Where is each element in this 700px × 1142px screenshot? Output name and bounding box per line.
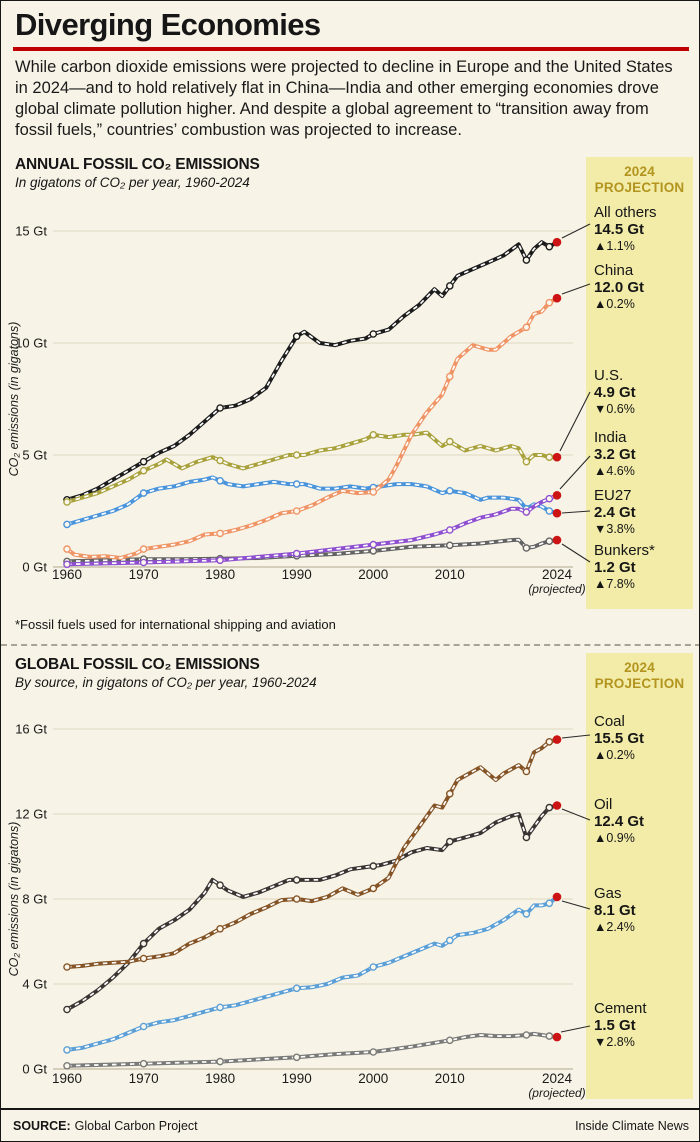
- title-underline: [13, 47, 689, 51]
- svg-text:10 Gt: 10 Gt: [15, 336, 47, 351]
- series-line-oil: [63, 803, 558, 1014]
- series-line-all-others: [63, 240, 559, 504]
- label-pointer: [561, 543, 591, 563]
- label-pointer: [559, 455, 591, 490]
- footer: SOURCE: Global Carbon Project Inside Clim…: [1, 1108, 699, 1141]
- series-line-cement: [63, 1031, 558, 1070]
- annual-emissions-chart: 0 Gt 5 Gt 10 Gt 15 Gt 1960 1970 1980 1990 2000 20…: [7, 223, 591, 596]
- projection-dot: [552, 801, 562, 810]
- series-line-india: [63, 493, 558, 569]
- source-emissions-chart: 0 Gt 4 Gt 8 Gt 12 Gt 16 Gt 1960 1970 1980 1990 20…: [7, 722, 591, 1100]
- projection-dot: [552, 491, 562, 500]
- projection-dot: [552, 293, 562, 303]
- svg-text:2024: 2024: [542, 1071, 573, 1086]
- gridlines: 0 Gt 5 Gt 10 Gt 15 Gt: [15, 224, 573, 575]
- svg-text:5 Gt: 5 Gt: [22, 448, 47, 463]
- label-pointer: [561, 510, 591, 514]
- svg-text:1960: 1960: [52, 567, 82, 582]
- svg-text:1970: 1970: [129, 567, 159, 582]
- projection-dot: [552, 452, 562, 462]
- svg-text:2010: 2010: [435, 567, 465, 582]
- series-label-china: China 12.0 Gt ▲0.2%: [594, 262, 645, 312]
- svg-text:(projected): (projected): [528, 1086, 585, 1100]
- series-label-gas: Gas 8.1 Gt ▲2.4%: [594, 885, 636, 935]
- bunkers-footnote: *Fossil fuels used for international shi…: [15, 617, 336, 632]
- projection-header-1: 2024 PROJECTION: [594, 164, 685, 195]
- series-label-bunkers: Bunkers* 1.2 Gt ▲7.8%: [594, 542, 655, 592]
- label-pointer: [561, 283, 591, 295]
- publisher-credit: Inside Climate News: [575, 1119, 689, 1133]
- chart1-title: ANNUAL FOSSIL CO₂ EMISSIONS: [15, 156, 260, 173]
- chart1-subtitle: In gigatons of CO₂ per year, 1960-2024: [15, 175, 250, 190]
- y-axis-title: CO₂ emissions (in gigatons): [7, 822, 21, 977]
- label-pointer: [560, 1025, 591, 1033]
- series-label-coal: Coal 15.5 Gt ▲0.2%: [594, 713, 645, 763]
- series-line-gas: [63, 895, 559, 1054]
- svg-text:1990: 1990: [282, 567, 312, 582]
- series-label-india: India 3.2 Gt ▲4.6%: [594, 429, 636, 479]
- chart2-subtitle: By source, in gigatons of CO₂ per year, …: [15, 675, 317, 690]
- series-line-eu27: [63, 475, 558, 529]
- svg-text:0 Gt: 0 Gt: [22, 560, 47, 575]
- x-axis-labels: 1960 1970 1980 1990 2000 2010 2024(projected): [52, 1071, 586, 1100]
- projection-dot: [552, 735, 562, 744]
- series-label-eu27: EU27 2.4 Gt ▼3.8%: [594, 487, 636, 537]
- svg-text:15 Gt: 15 Gt: [15, 224, 47, 239]
- svg-text:16 Gt: 16 Gt: [15, 722, 47, 737]
- label-pointer: [561, 900, 591, 910]
- svg-text:2000: 2000: [358, 1071, 388, 1086]
- page-title: Diverging Economies: [15, 7, 321, 42]
- svg-text:(projected): (projected): [528, 582, 585, 596]
- projection-header-2: 2024 PROJECTION: [594, 660, 685, 691]
- series-line-coal: [63, 737, 558, 971]
- svg-text:1970: 1970: [129, 1071, 159, 1086]
- label-pointer: [561, 808, 591, 821]
- label-pointer: [561, 734, 591, 739]
- source-credit: SOURCE: Global Carbon Project: [13, 1119, 198, 1133]
- projection-dot: [552, 535, 562, 545]
- svg-text:2000: 2000: [358, 567, 388, 582]
- series-label-oil: Oil 12.4 Gt ▲0.9%: [594, 796, 645, 846]
- projection-dot: [552, 237, 562, 247]
- series-line-china: [63, 296, 559, 560]
- series-label-all-others: All others 14.5 Gt ▲1.1%: [594, 204, 657, 254]
- series-line-u-s-: [63, 430, 557, 506]
- projection-dot: [552, 892, 562, 902]
- projection-panel-1: 2024 PROJECTION: [586, 157, 693, 609]
- series-label-us: U.S. 4.9 Gt ▼0.6%: [594, 367, 636, 417]
- projection-panel-2: 2024 PROJECTION: [586, 653, 693, 1099]
- svg-text:0 Gt: 0 Gt: [22, 1062, 47, 1077]
- svg-text:1960: 1960: [52, 1071, 82, 1086]
- series-label-cement: Cement 1.5 Gt ▼2.8%: [594, 1000, 647, 1050]
- svg-text:8 Gt: 8 Gt: [22, 892, 47, 907]
- chart2-title: GLOBAL FOSSIL CO₂ EMISSIONS: [15, 656, 260, 673]
- svg-text:2024: 2024: [542, 567, 573, 582]
- svg-text:1990: 1990: [282, 1071, 312, 1086]
- intro-text: While carbon dioxide emissions were proj…: [15, 58, 673, 140]
- x-axis-labels: 1960 1970 1980 1990 2000 2010 2024(projected): [52, 567, 586, 596]
- projection-dot: [552, 1032, 562, 1042]
- svg-text:1980: 1980: [205, 567, 235, 582]
- projection-dot: [552, 508, 562, 518]
- svg-text:12 Gt: 12 Gt: [15, 807, 47, 822]
- label-pointer: [561, 223, 591, 239]
- dashed-divider: [1, 644, 699, 646]
- y-axis-title: CO₂ emissions (in gigatons): [7, 322, 21, 477]
- svg-text:1980: 1980: [205, 1071, 235, 1086]
- svg-text:4 Gt: 4 Gt: [22, 977, 47, 992]
- label-pointer: [559, 391, 591, 452]
- svg-text:2010: 2010: [435, 1071, 465, 1086]
